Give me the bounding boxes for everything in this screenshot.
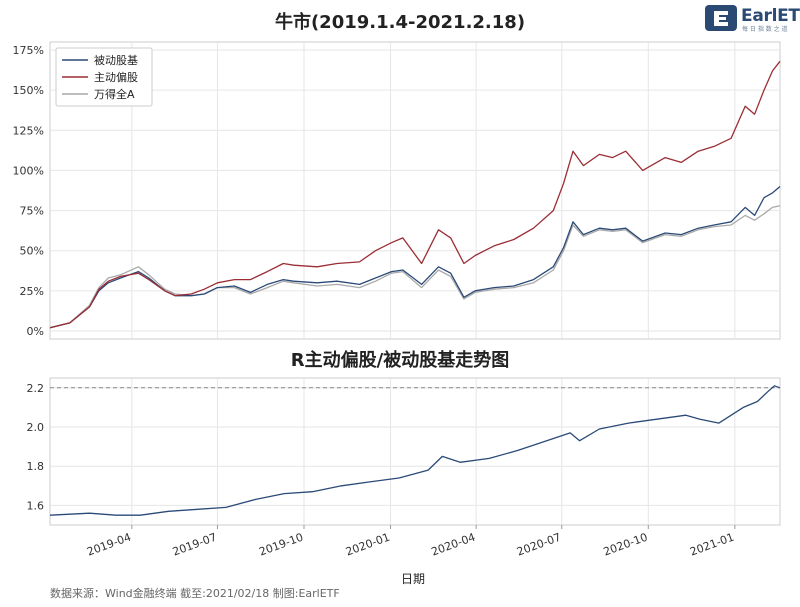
earletf-logo: EarlETF 每 日 指 数 之 道 (705, 4, 800, 33)
top-chart-title: 牛市(2019.1.4-2021.2.18) (275, 11, 525, 33)
bottom-chart-frame (49, 377, 781, 526)
data-source-footer: 数据来源：Wind金融终端 截至:2021/02/18 制图:EarlETF (50, 586, 340, 600)
top-series-line-1 (49, 60, 781, 329)
top-chart-series (49, 60, 781, 329)
legend: 被动股基 主动偏股 万得全A (55, 47, 153, 107)
legend-label-passive: 被动股基 (94, 54, 138, 67)
top-chart-frame (49, 41, 781, 340)
top-y-tick-label: 25% (20, 285, 44, 298)
top-chart-plot-area: 0% 25% 50% 75% 100% 125% 150% 175% 被动股基 主动偏股 万得… (13, 41, 781, 340)
bottom-chart-series (49, 385, 781, 516)
top-y-tick-label: 125% (13, 124, 44, 137)
top-y-tick-label: 175% (13, 44, 44, 57)
bottom-chart-plot-area: 1.6 1.8 2.0 2.2 (27, 377, 781, 526)
top-series-line-2 (49, 205, 781, 329)
bottom-y-tick-label: 1.8 (27, 460, 45, 473)
logo-subtext: 每 日 指 数 之 道 (742, 26, 788, 33)
logo-text: EarlETF (741, 6, 800, 26)
logo-mark-icon (705, 5, 737, 31)
bottom-y-tick-label: 2.0 (27, 421, 45, 434)
top-y-tick-label: 150% (13, 84, 44, 97)
bottom-y-tick-label: 1.6 (27, 499, 45, 512)
top-y-tick-label: 0% (27, 325, 44, 338)
top-y-tick-label: 50% (20, 245, 44, 258)
top-chart-y-axis: 0% 25% 50% 75% 100% 125% 150% 175% (13, 44, 44, 338)
top-y-tick-label: 75% (20, 205, 44, 218)
legend-box (55, 47, 153, 107)
x-axis-label: 日期 (401, 572, 425, 586)
bottom-chart-y-axis: 1.6 1.8 2.0 2.2 (27, 382, 45, 513)
bottom-y-tick-label: 2.2 (27, 382, 45, 395)
legend-label-active: 主动偏股 (94, 70, 138, 84)
legend-label-market: 万得全A (94, 87, 135, 101)
bottom-series-line-0 (49, 385, 781, 516)
top-y-tick-label: 100% (13, 164, 44, 177)
bottom-chart-title: R主动偏股/被动股基走势图 (291, 349, 509, 371)
